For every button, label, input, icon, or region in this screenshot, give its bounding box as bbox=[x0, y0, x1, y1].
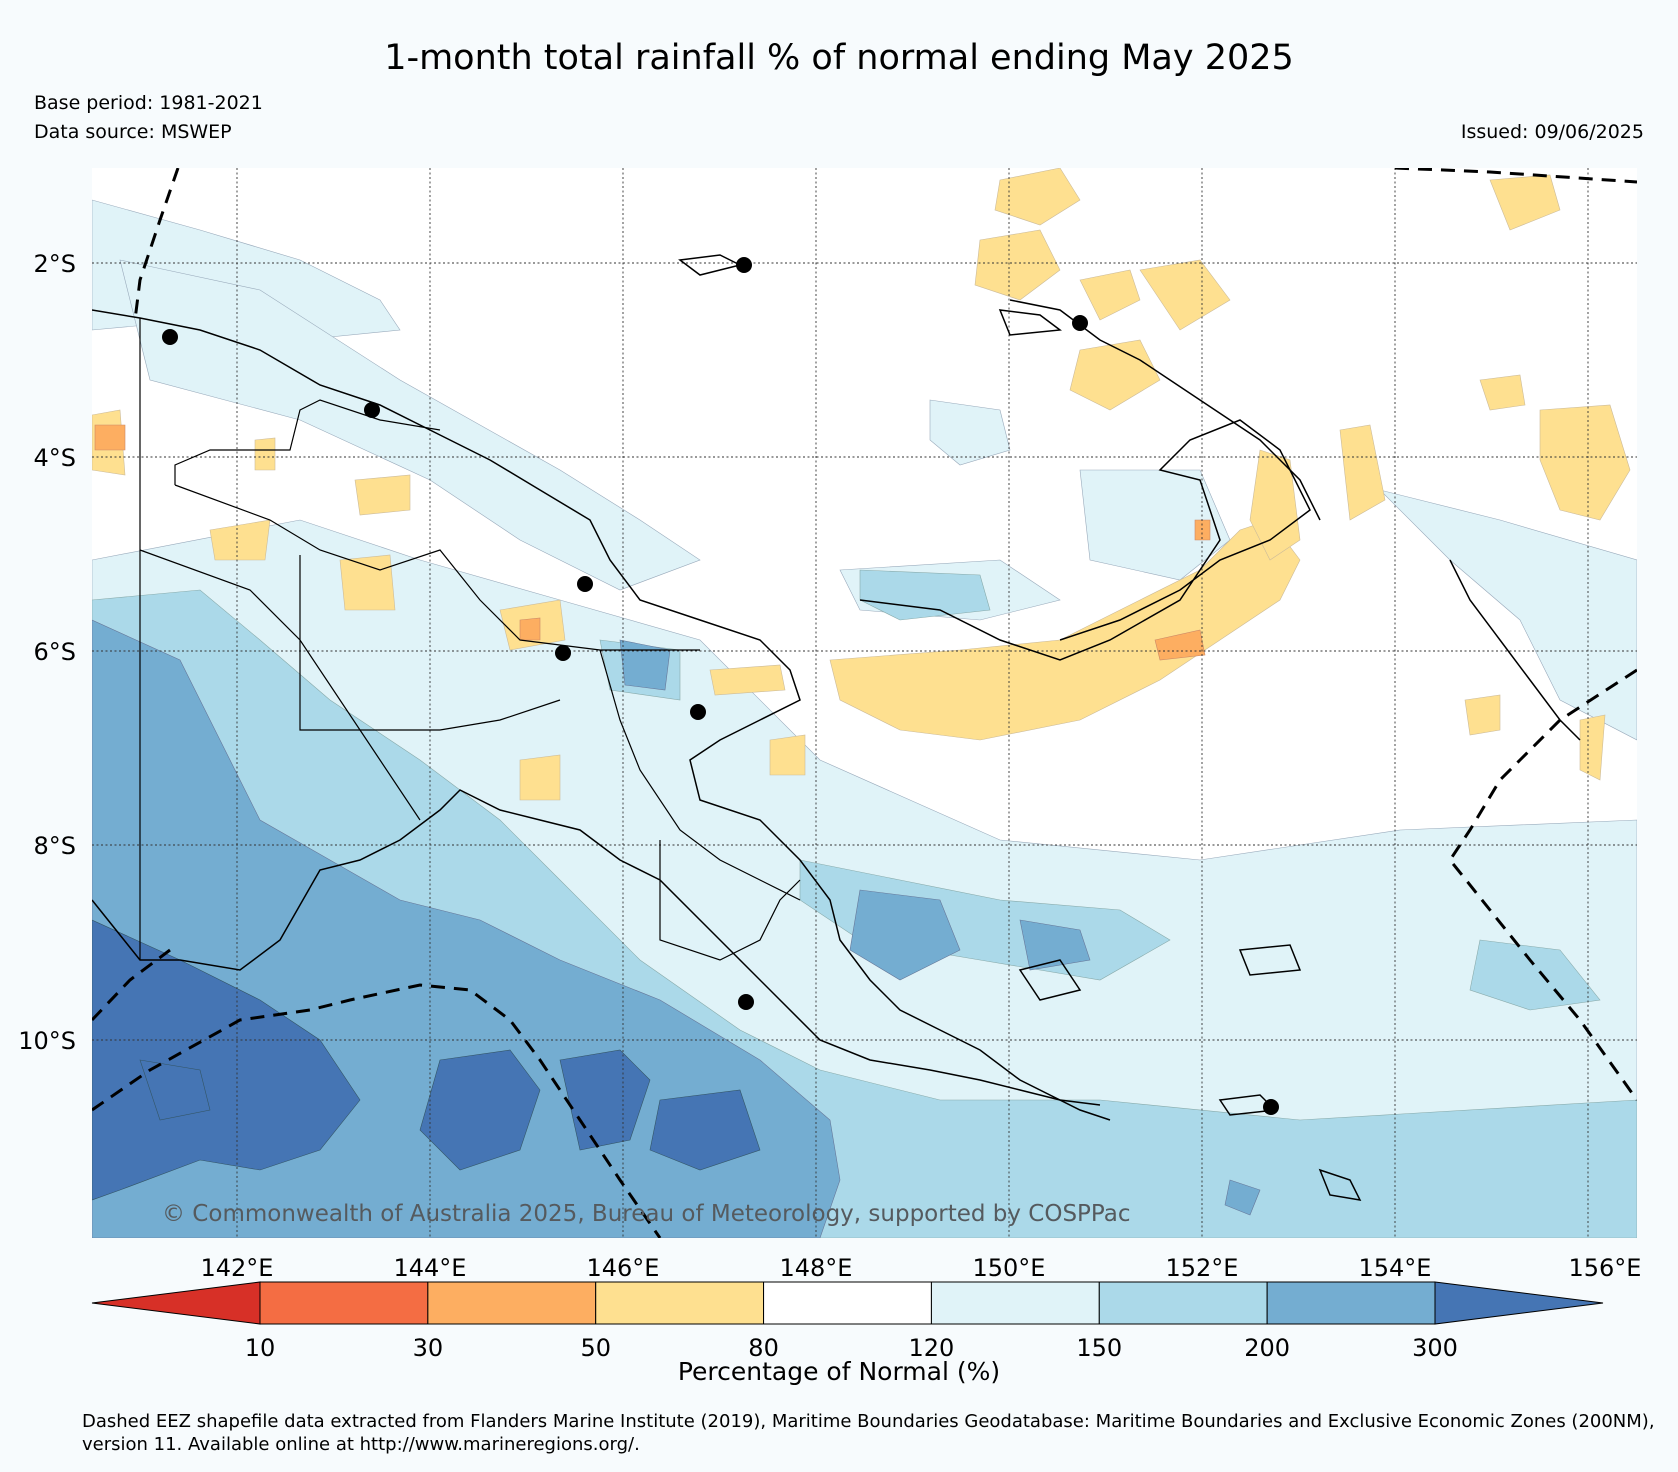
station-marker bbox=[738, 994, 754, 1010]
station-marker bbox=[736, 257, 752, 273]
band-30-50 bbox=[94, 424, 1211, 661]
band-above-300 bbox=[92, 919, 761, 1201]
colorbar-segment bbox=[930, 1281, 1100, 1325]
lon-label: 142°E bbox=[201, 1254, 274, 1282]
lon-label: 152°E bbox=[1166, 1254, 1239, 1282]
colorbar-tick-label: 150 bbox=[1076, 1334, 1122, 1362]
station-marker bbox=[577, 576, 593, 592]
colorbar-ticks: 10 30 50 80 120 150 200 300 bbox=[245, 1334, 1458, 1362]
colorbar-segment bbox=[1098, 1281, 1268, 1325]
colorbar-segment bbox=[763, 1281, 932, 1325]
lon-label: 156°E bbox=[1569, 1254, 1642, 1282]
colorbar-segment bbox=[595, 1281, 765, 1325]
colorbar-tick-label: 300 bbox=[1412, 1334, 1458, 1362]
issued-date-label: Issued: 09/06/2025 bbox=[1460, 121, 1644, 143]
band-50-80 bbox=[92, 168, 1631, 801]
base-period-label: Base period: 1981-2021 bbox=[34, 92, 263, 114]
colorbar-tick-label: 80 bbox=[748, 1334, 779, 1362]
footnote: Dashed EEZ shapefile data extracted from… bbox=[82, 1411, 1655, 1455]
lon-label: 144°E bbox=[394, 1254, 467, 1282]
borders bbox=[139, 318, 801, 961]
station-marker bbox=[162, 329, 178, 345]
lon-label: 148°E bbox=[780, 1254, 853, 1282]
eez-boundaries bbox=[92, 168, 1637, 1238]
lat-label: 2°S bbox=[33, 250, 76, 278]
station-marker bbox=[1072, 315, 1088, 331]
lat-label: 4°S bbox=[33, 444, 76, 472]
colorbar-title: Percentage of Normal (%) bbox=[677, 1357, 1001, 1386]
colorbar-tick-label: 120 bbox=[909, 1334, 955, 1362]
lat-label: 10°S bbox=[18, 1027, 76, 1055]
lat-label: 6°S bbox=[33, 638, 76, 666]
colorbar-segment bbox=[427, 1281, 597, 1325]
colorbar-segment bbox=[91, 1281, 261, 1325]
colorbar-tick-label: 50 bbox=[580, 1334, 611, 1362]
copyright-notice: © Commonwealth of Australia 2025, Bureau… bbox=[162, 1201, 1131, 1227]
coastlines bbox=[92, 254, 1581, 1201]
station-marker bbox=[364, 402, 380, 418]
colorbar-segment bbox=[1266, 1281, 1436, 1325]
colorbar bbox=[91, 1281, 1604, 1325]
station-marker bbox=[555, 645, 571, 661]
lon-label: 154°E bbox=[1359, 1254, 1432, 1282]
longitude-labels: 142°E 144°E 146°E 148°E 150°E 152°E 154°… bbox=[201, 1254, 1642, 1282]
colorbar-tick-label: 30 bbox=[413, 1334, 444, 1362]
lat-label: 8°S bbox=[33, 832, 76, 860]
graticule bbox=[92, 168, 1637, 1238]
data-source-label: Data source: MSWEP bbox=[34, 121, 232, 143]
map-field bbox=[92, 168, 1637, 1238]
chart-title: 1-month total rainfall % of normal endin… bbox=[384, 38, 1294, 78]
station-marker bbox=[690, 704, 706, 720]
colorbar-tick-label: 10 bbox=[245, 1334, 276, 1362]
latitude-labels: 2°S 4°S 6°S 8°S 10°S bbox=[18, 250, 76, 1055]
station-marker bbox=[1263, 1099, 1279, 1115]
lon-label: 150°E bbox=[973, 1254, 1046, 1282]
colorbar-segment bbox=[1434, 1281, 1604, 1325]
lon-label: 146°E bbox=[587, 1254, 660, 1282]
stations bbox=[162, 257, 1279, 1115]
colorbar-tick-label: 200 bbox=[1244, 1334, 1290, 1362]
colorbar-segment bbox=[259, 1281, 429, 1325]
